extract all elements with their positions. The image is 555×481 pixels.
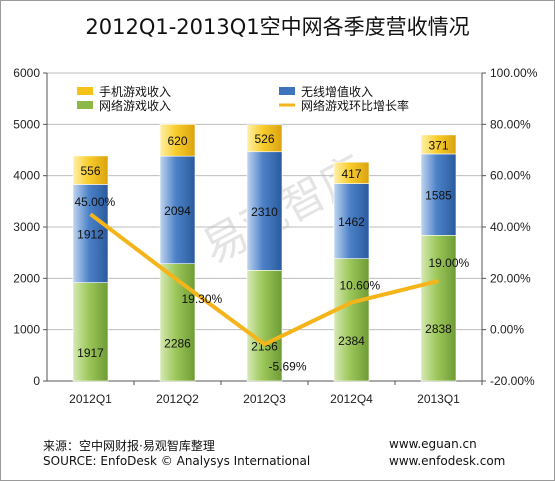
y-right-tick-label: 80.00% — [490, 117, 531, 131]
bar-value-label: 1462 — [338, 215, 365, 229]
bar-segment — [246, 124, 283, 153]
legend-label: 无线增值收入 — [301, 84, 373, 99]
legend-label: 网络游戏环比增长率 — [301, 98, 409, 113]
bar-segment — [72, 155, 109, 185]
chart-title: 2012Q1-2013Q1空中网各季度营收情况 — [85, 15, 470, 39]
bar-segment — [159, 263, 196, 382]
bar-value-label: 2286 — [164, 336, 191, 350]
legend-swatch — [77, 101, 93, 109]
bar-value-label: 620 — [167, 134, 187, 148]
bar-value-label: 556 — [80, 164, 100, 178]
growth-rate-label: 19.30% — [182, 292, 223, 306]
y-right-tick-label: -20.00% — [490, 374, 535, 388]
bar-segment — [72, 184, 109, 283]
bar-value-label: 371 — [428, 138, 448, 152]
bar-segment — [333, 183, 370, 259]
y-right-tick-label: 100.00% — [490, 66, 538, 80]
bar-value-label: 2310 — [251, 205, 278, 219]
x-tick-label: 2012Q3 — [243, 392, 286, 406]
y-left-tick-label: 3000 — [13, 220, 40, 234]
y-right-tick-label: 20.00% — [490, 271, 531, 285]
y-left-tick-label: 6000 — [13, 66, 40, 80]
bar-value-label: 526 — [254, 132, 274, 146]
bar-value-label: 1585 — [425, 189, 452, 203]
bar-segment — [72, 282, 109, 382]
bar-segment — [333, 258, 370, 382]
x-tick-label: 2012Q1 — [69, 392, 112, 406]
growth-rate-label: 19.00% — [429, 256, 470, 270]
bar-value-label: 1912 — [77, 228, 104, 242]
y-left-tick-label: 1000 — [13, 323, 40, 337]
growth-rate-line — [89, 212, 439, 347]
legend-label: 手机游戏收入 — [99, 85, 171, 99]
legend-label: 网络游戏收入 — [99, 98, 171, 113]
y-left-tick-label: 0 — [33, 374, 40, 388]
x-tick-label: 2012Q4 — [330, 392, 373, 406]
growth-rate-label: 10.60% — [340, 278, 381, 292]
x-tick-label: 2012Q2 — [156, 392, 199, 406]
legend-swatch — [77, 87, 93, 95]
y-right-tick-label: 40.00% — [490, 220, 531, 234]
bar-value-label: 2094 — [164, 204, 191, 218]
bar-value-label: 2838 — [425, 322, 452, 336]
x-tick-label: 2013Q1 — [417, 392, 460, 406]
site-eguan: www.eguan.cn — [389, 437, 477, 451]
y-right-tick-label: 0.00% — [490, 323, 524, 337]
bar-segment — [420, 235, 457, 382]
source-cn: 来源：空中网财报·易观智库整理 — [43, 439, 215, 453]
growth-rate-label: -5.69% — [269, 359, 307, 373]
bar-segment — [246, 270, 283, 382]
bar-value-label: 417 — [341, 167, 361, 181]
bar-value-label: 2384 — [338, 334, 365, 348]
growth-rate-label: 45.00% — [75, 195, 116, 209]
bar-segment — [420, 153, 457, 236]
source-en: SOURCE: EnfoDesk © Analysys Internationa… — [43, 454, 311, 468]
y-left-tick-label: 4000 — [13, 169, 40, 183]
y-left-tick-label: 2000 — [13, 271, 40, 285]
y-left-tick-label: 5000 — [13, 117, 40, 131]
site-enfodesk: www.enfodesk.com — [389, 454, 506, 468]
bar-segment — [333, 161, 370, 184]
bar-value-label: 1917 — [77, 346, 104, 360]
y-right-tick-label: 60.00% — [490, 169, 531, 183]
legend-swatch — [279, 87, 295, 95]
bar-segment — [420, 134, 457, 155]
bar-segment — [246, 151, 283, 271]
bar-segment — [159, 124, 196, 157]
